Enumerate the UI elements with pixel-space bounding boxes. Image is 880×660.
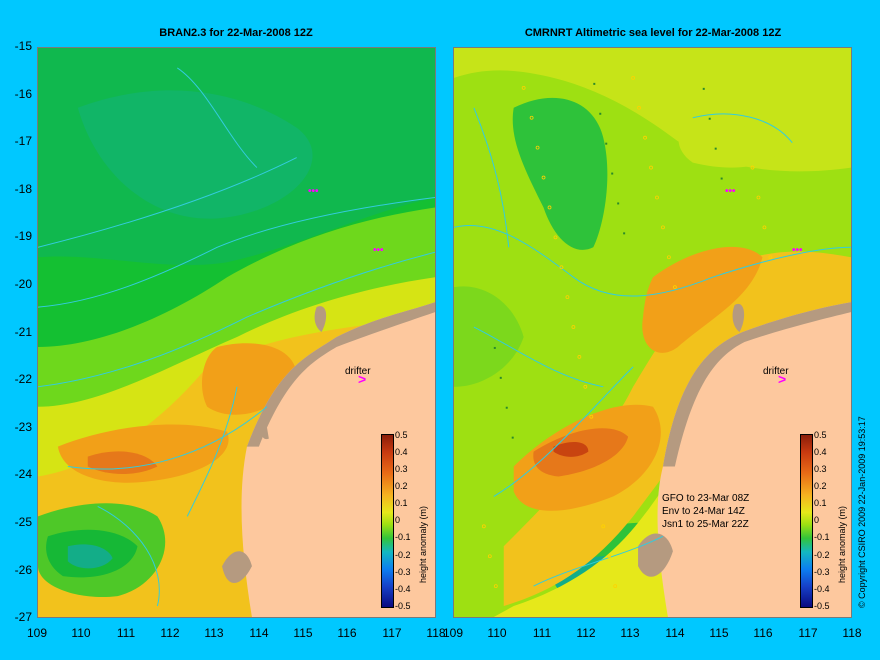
lon-tick-label: 116 bbox=[337, 626, 357, 640]
drifter-track-icon: ••• bbox=[308, 186, 319, 197]
lon-tick-label: 116 bbox=[753, 626, 773, 640]
lat-tick-label: -26 bbox=[14, 563, 32, 577]
colorbar-tick-label: -0.1 bbox=[395, 532, 411, 542]
colorbar-tick-label: 0.4 bbox=[395, 447, 408, 457]
colorbar-tick-label: -0.4 bbox=[814, 584, 830, 594]
satellite-pass-gfo: GFO to 23-Mar 08Z bbox=[662, 493, 750, 504]
lon-tick-label: 110 bbox=[71, 626, 91, 640]
right-panel-title: CMRNRT Altimetric sea level for 22-Mar-2… bbox=[524, 27, 782, 39]
lon-tick-label: 115 bbox=[709, 626, 729, 640]
satellite-pass-env: Env to 24-Mar 14Z bbox=[662, 506, 745, 517]
lon-tick-label: 111 bbox=[532, 626, 552, 640]
colorbar-tick-label: 0.1 bbox=[814, 498, 827, 508]
drifter-arrow-icon: > bbox=[778, 371, 787, 387]
lon-tick-label: 113 bbox=[204, 626, 224, 640]
lon-tick-label: 112 bbox=[576, 626, 596, 640]
lat-tick-label: -23 bbox=[14, 420, 32, 434]
drifter-track-icon: ••• bbox=[725, 186, 736, 197]
height-anomaly-colorbar bbox=[381, 434, 394, 608]
lon-tick-label: 110 bbox=[487, 626, 507, 640]
lat-tick-label: -22 bbox=[14, 372, 32, 386]
colorbar-tick-label: 0.5 bbox=[814, 430, 827, 440]
lat-tick-label: -20 bbox=[14, 277, 32, 291]
colorbar-tick-label: 0.5 bbox=[395, 430, 408, 440]
lat-tick-label: -19 bbox=[14, 229, 32, 243]
lon-tick-label: 109 bbox=[26, 626, 48, 640]
bran-model-map bbox=[37, 47, 436, 618]
lon-tick-label: 117 bbox=[382, 626, 402, 640]
colorbar-tick-label: 0.3 bbox=[395, 464, 408, 474]
drifter-track-icon: ••• bbox=[792, 245, 803, 256]
colorbar-tick-label: 0.3 bbox=[814, 464, 827, 474]
lat-tick-label: -15 bbox=[14, 39, 32, 53]
lon-tick-label: 111 bbox=[116, 626, 136, 640]
colorbar-tick-label: -0.5 bbox=[395, 601, 411, 611]
drifter-track-icon: ••• bbox=[373, 245, 384, 256]
lon-tick-label: 112 bbox=[160, 626, 180, 640]
colorbar-tick-label: -0.1 bbox=[814, 532, 830, 542]
colorbar-tick-label: -0.4 bbox=[395, 584, 411, 594]
colorbar-tick-label: 0.1 bbox=[395, 498, 408, 508]
lat-tick-label: -21 bbox=[14, 325, 32, 339]
colorbar-tick-label: 0.2 bbox=[395, 481, 408, 491]
drifter-label: drifter bbox=[345, 366, 371, 377]
colorbar-tick-label: 0 bbox=[814, 515, 820, 525]
lon-tick-label: 109 bbox=[442, 626, 464, 640]
colorbar-tick-label: -0.2 bbox=[395, 550, 411, 560]
lat-tick-label: -24 bbox=[14, 467, 32, 481]
copyright-notice: © Copyright CSIRO 2009 22-Jan-2009 19:53… bbox=[857, 416, 867, 608]
satellite-pass-legend: GFO to 23-Mar 08Z Env to 24-Mar 14Z Jsn1… bbox=[662, 492, 749, 531]
lon-tick-label: 118 bbox=[426, 626, 446, 640]
colorbar-tick-label: 0 bbox=[395, 515, 401, 525]
colorbar-tick-label: -0.2 bbox=[814, 550, 830, 560]
lat-tick-label: -16 bbox=[14, 87, 32, 101]
drifter-arrow-icon: > bbox=[358, 371, 367, 387]
lon-tick-label: 115 bbox=[293, 626, 313, 640]
lon-tick-label: 117 bbox=[798, 626, 818, 640]
lon-tick-label: 113 bbox=[620, 626, 640, 640]
lon-tick-label: 114 bbox=[665, 626, 685, 640]
colorbar-tick-label: 0.4 bbox=[814, 447, 827, 457]
colorbar-tick-label: -0.3 bbox=[814, 567, 830, 577]
height-anomaly-colorbar bbox=[800, 434, 813, 608]
colorbar-tick-label: 0.2 bbox=[814, 481, 827, 491]
lat-tick-label: -25 bbox=[14, 515, 32, 529]
colorbar-tick-label: -0.3 bbox=[395, 567, 411, 577]
colorbar-tick-label: -0.5 bbox=[814, 601, 830, 611]
colorbar-title: height anomaly (m) bbox=[837, 505, 847, 583]
lat-tick-label: -27 bbox=[14, 610, 32, 624]
lon-tick-label: 118 bbox=[842, 626, 862, 640]
lat-tick-label: -18 bbox=[14, 182, 32, 196]
satellite-pass-jsn1: Jsn1 to 25-Mar 22Z bbox=[662, 519, 749, 530]
lon-tick-label: 114 bbox=[249, 626, 269, 640]
left-panel-title: BRAN2.3 for 22-Mar-2008 12Z bbox=[159, 27, 313, 39]
drifter-label: drifter bbox=[763, 366, 789, 377]
lat-tick-label: -17 bbox=[14, 134, 32, 148]
colorbar-title: height anomaly (m) bbox=[418, 505, 428, 583]
altimetry-map bbox=[453, 47, 852, 618]
